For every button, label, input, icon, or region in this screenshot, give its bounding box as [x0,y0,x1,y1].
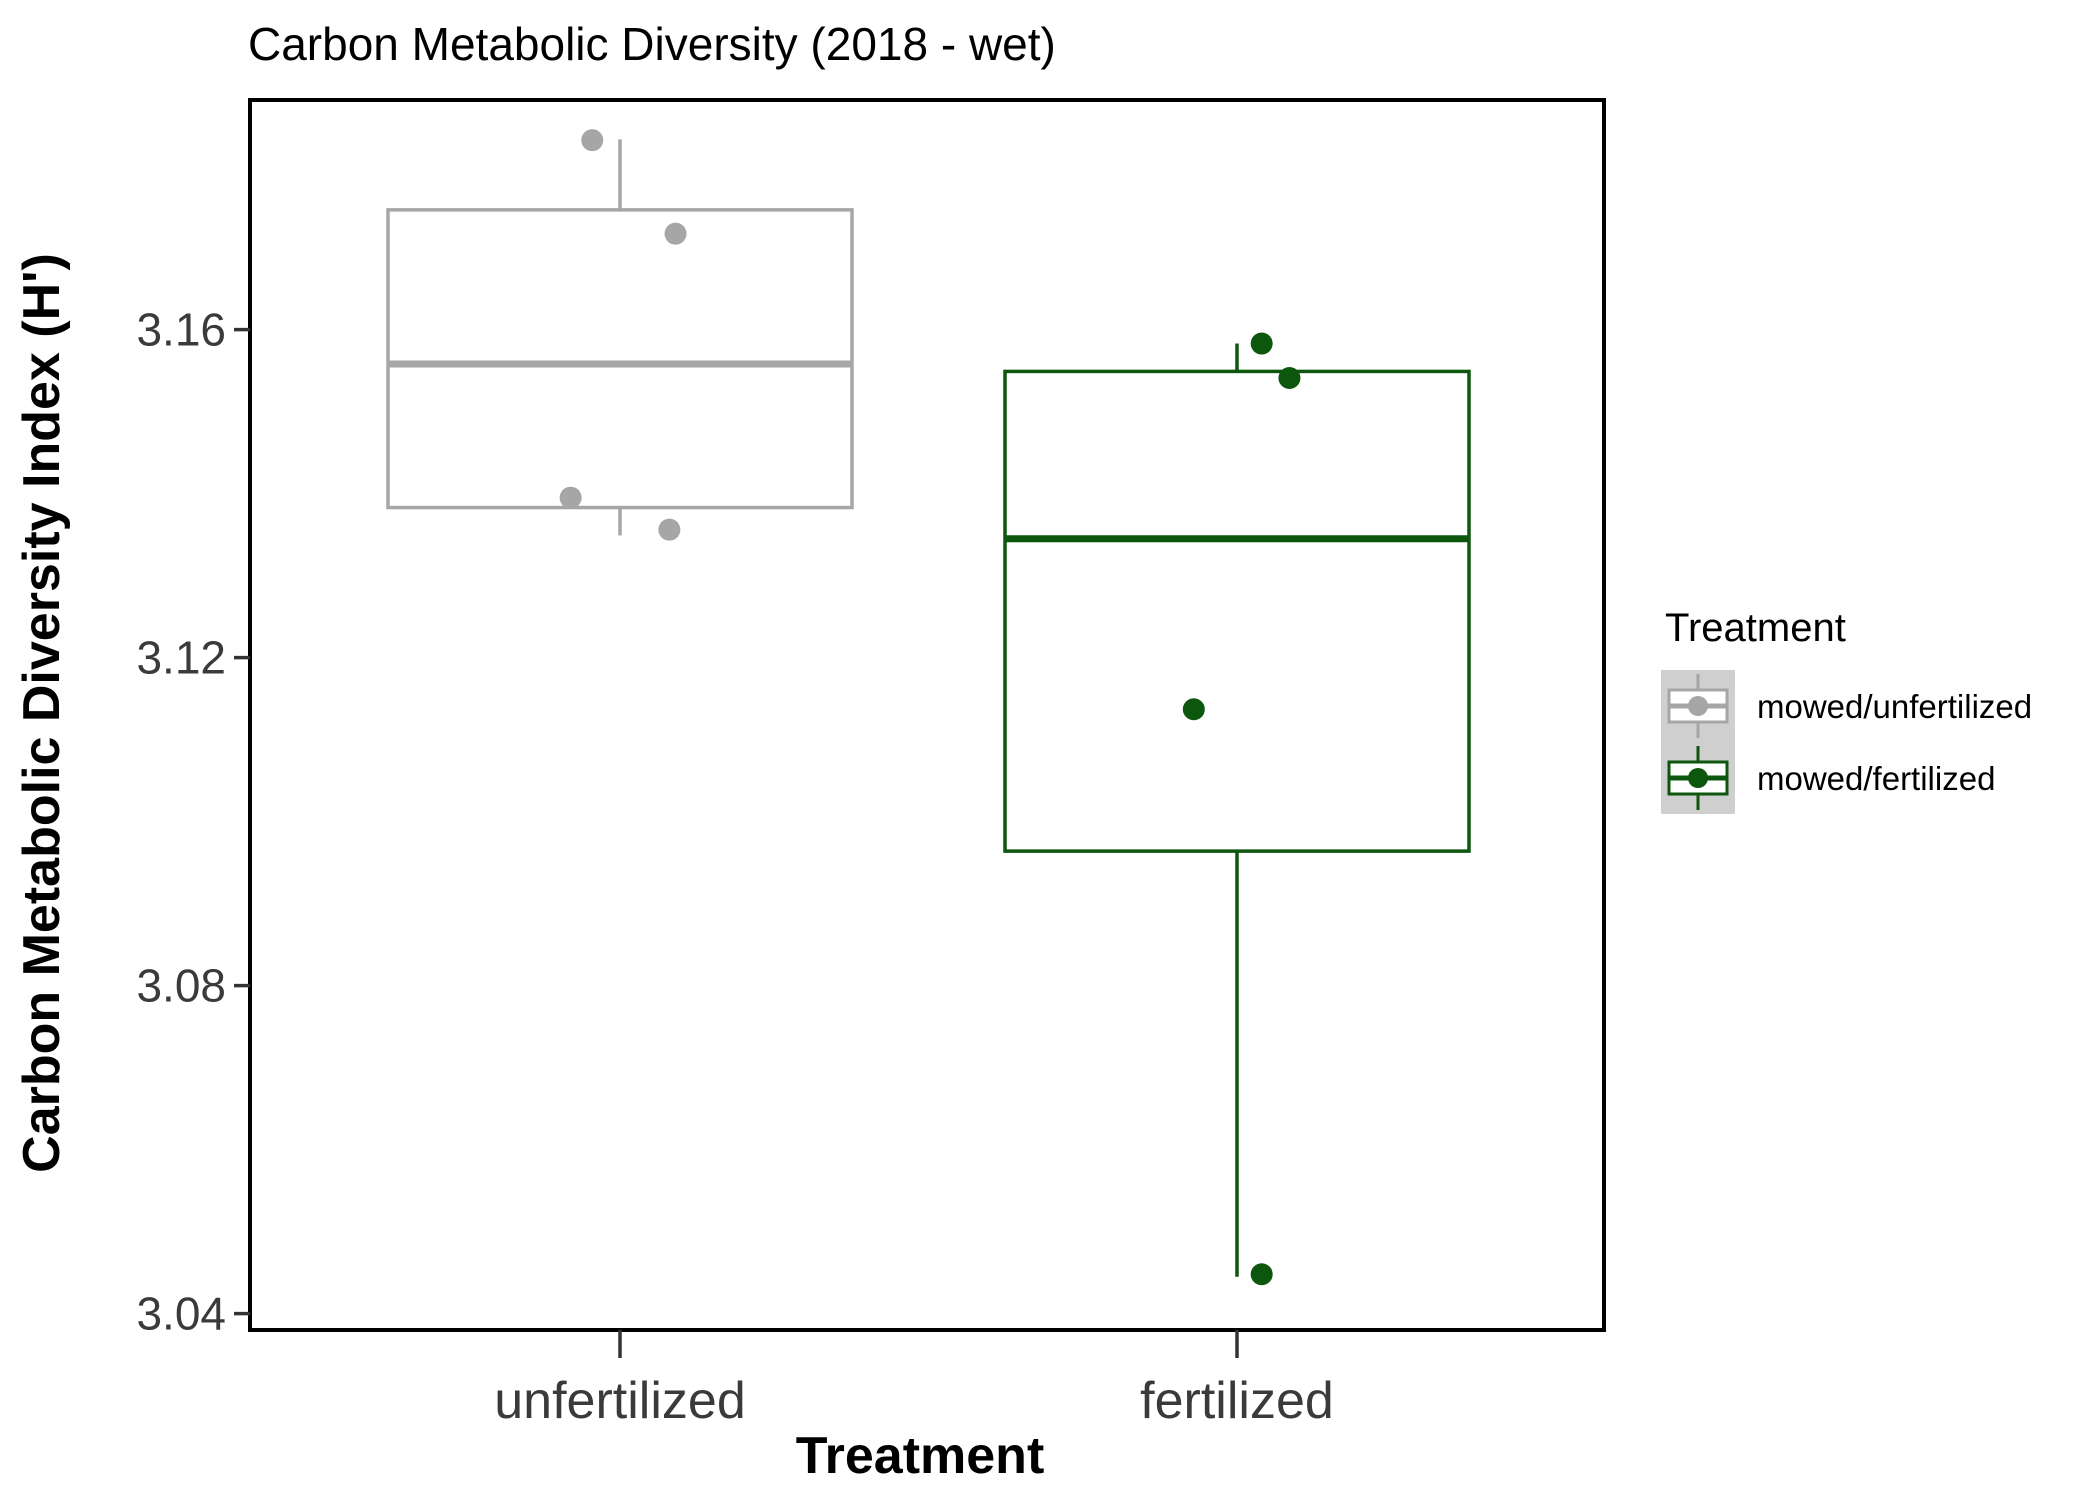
y-tick-label: 3.16 [136,304,226,356]
data-point [1278,366,1301,389]
x-tick-label: fertilized [1140,1372,1334,1430]
point-layer [559,129,1301,1286]
legend: Treatment mowed/unfertilized mowed/fertil… [1661,606,2032,814]
box-unfertilized [386,139,854,536]
y-tick-label: 3.08 [136,960,226,1012]
legend-label: mowed/fertilized [1757,760,1995,797]
legend-point [1688,768,1708,788]
data-point [1182,698,1205,721]
plot-panel [248,98,1606,1332]
legend-entry: mowed/fertilized [1667,746,1995,810]
box-fertilized [1003,343,1471,1277]
y-tick-label: 3.04 [136,1288,226,1340]
x-tick-label: unfertilized [494,1372,745,1430]
axes: 3.04 3.08 3.12 3.16 unfertilized fertilized [136,304,1333,1430]
legend-title: Treatment [1665,606,1846,650]
y-axis-title: Carbon Metabolic Diversity Index (H') [13,253,71,1173]
data-point [1250,332,1273,355]
data-point [559,486,582,509]
x-axis-title: Treatment [796,1427,1045,1485]
plot-panel-border [248,98,1606,1332]
box-layer [386,139,1471,1277]
legend-entry: mowed/unfertilized [1667,674,2032,738]
legend-label: mowed/unfertilized [1757,688,2032,725]
legend-point [1688,696,1708,716]
box-iqr [386,208,854,510]
box-iqr [1003,369,1471,853]
data-point [658,518,681,541]
data-point [581,129,604,152]
chart-title: Carbon Metabolic Diversity (2018 - wet) [248,18,1056,70]
y-tick-label: 3.12 [136,632,226,684]
data-point [664,222,687,245]
data-point [1250,1263,1273,1286]
